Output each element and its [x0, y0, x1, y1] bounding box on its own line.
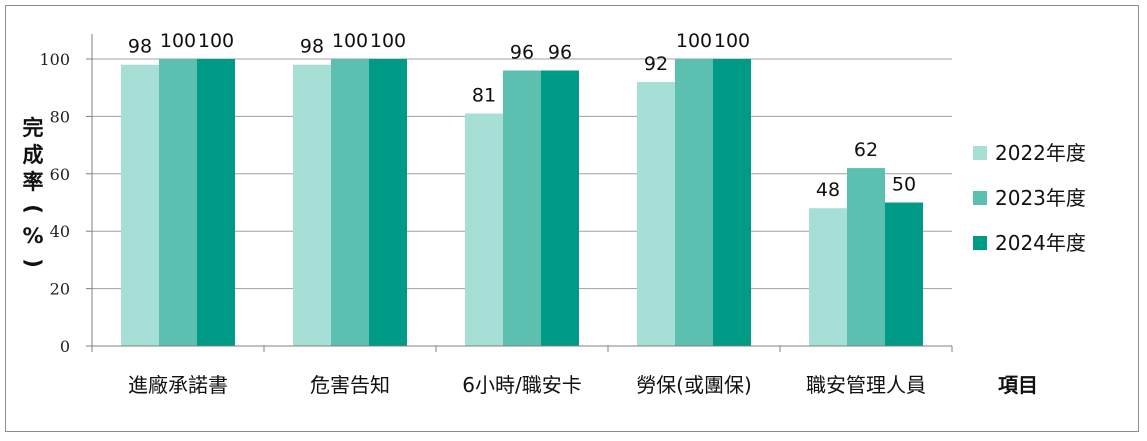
x-category-label: 進廠承諾書: [128, 373, 228, 397]
data-label: 96: [510, 41, 534, 63]
data-label: 100: [714, 30, 750, 52]
y-tick-label: 100: [39, 50, 70, 69]
data-label: 48: [816, 179, 840, 201]
legend: 2022年度 2023年度 2024年度: [973, 141, 1086, 255]
y-axis-title-char: 成: [23, 143, 44, 167]
bar: [331, 59, 369, 346]
y-axis-title-char: 率: [23, 170, 44, 194]
data-label: 62: [854, 139, 878, 161]
data-label: 98: [300, 36, 324, 58]
axes: [86, 34, 953, 352]
bar: [503, 70, 541, 346]
legend-label: 2023年度: [995, 186, 1086, 210]
x-category-label: 6小時/職安卡: [462, 373, 581, 397]
bar: [637, 81, 675, 347]
bar: [121, 64, 159, 347]
data-label: 81: [472, 85, 496, 107]
y-axis-title: 完成率 (%): [21, 116, 45, 268]
x-category-label: 勞保(或團保): [636, 373, 752, 397]
y-tick-label: 80: [50, 107, 70, 126]
legend-label: 2024年度: [995, 231, 1086, 255]
data-label: 100: [676, 30, 712, 52]
bar: [809, 208, 847, 346]
bar: [713, 59, 751, 346]
bar: [465, 113, 503, 346]
bar: [675, 59, 713, 346]
y-axis-title-char: (: [21, 204, 45, 214]
bar: [847, 168, 885, 346]
y-tick-label: 20: [50, 280, 70, 299]
data-label: 100: [332, 30, 368, 52]
data-label: 98: [128, 36, 152, 58]
legend-swatch: [973, 191, 987, 205]
y-tick-label: 40: [50, 222, 70, 241]
x-category-label: 職安管理人員: [806, 373, 926, 397]
bar: [369, 59, 407, 346]
data-label: 96: [548, 41, 572, 63]
data-label: 100: [198, 30, 234, 52]
data-label: 92: [644, 53, 668, 75]
legend-label: 2022年度: [995, 141, 1086, 165]
y-tick-label: 60: [50, 165, 70, 184]
bar: [541, 70, 579, 346]
y-axis-title-char: %: [22, 224, 43, 248]
x-category-label: 危害告知: [310, 373, 390, 397]
legend-swatch: [973, 236, 987, 250]
y-tick-label: 0: [60, 337, 70, 356]
y-tick-labels: 0 20 40 60 80 100: [39, 50, 70, 356]
bar: [293, 64, 331, 347]
data-label: 100: [370, 30, 406, 52]
y-axis-title-char: 完: [23, 116, 44, 140]
data-label: 50: [892, 174, 916, 196]
x-axis-title: 項目: [998, 373, 1038, 397]
bars: [121, 59, 923, 347]
chart-frame: [5, 5, 1139, 432]
y-axis-title-char: ): [21, 258, 45, 268]
legend-swatch: [973, 146, 987, 160]
data-label: 100: [160, 30, 196, 52]
x-category-labels: 進廠承諾書 危害告知 6小時/職安卡 勞保(或團保) 職安管理人員: [128, 373, 926, 397]
bar: [159, 59, 197, 346]
bar: [885, 202, 923, 346]
bar: [197, 59, 235, 346]
